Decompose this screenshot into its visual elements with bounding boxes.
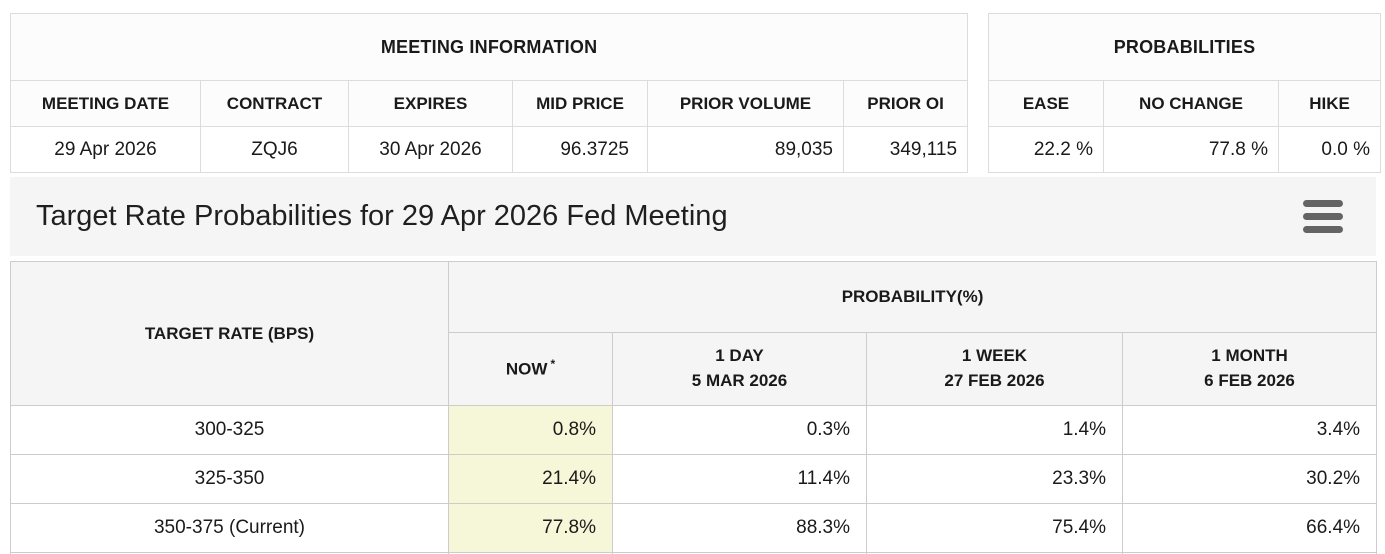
probabilities-title: PROBABILITIES (988, 13, 1381, 81)
period-label: 1 WEEK (961, 346, 1028, 366)
one-week-probability: 1.4% (866, 405, 1123, 455)
hamburger-bar (1303, 213, 1343, 220)
table-row-partial (10, 552, 1378, 554)
prior-oi-value: 349,115 (842, 126, 969, 173)
now-label: NOW (505, 359, 548, 379)
probabilities-table: PROBABILITIES EASE NO CHANGE HIKE 22.2 %… (988, 13, 1381, 173)
target-rate-value: 325-350 (10, 454, 449, 504)
meeting-information-data-row: 29 Apr 2026 ZQJ6 30 Apr 2026 96.3725 89,… (10, 126, 969, 173)
no-change-value: 77.8 % (1103, 126, 1279, 173)
column-header-now: NOW * (448, 332, 613, 406)
ease-value: 22.2 % (988, 126, 1104, 173)
period-label: 1 DAY (715, 346, 764, 366)
target-rate-bps-header: TARGET RATE (BPS) (10, 261, 449, 406)
mid-price-value: 96.3725 (512, 126, 648, 173)
target-rate-value: 300-325 (10, 405, 449, 455)
period-date: 5 MAR 2026 (691, 371, 788, 390)
one-week-probability: 75.4% (866, 503, 1123, 553)
column-header-expires: EXPIRES (348, 80, 513, 127)
one-month-probability: 30.2% (1121, 454, 1378, 504)
column-header-hike: HIKE (1278, 80, 1381, 127)
column-header-1-month: 1 MONTH 6 FEB 2026 (1121, 332, 1378, 406)
meeting-information-table: MEETING INFORMATION MEETING DATE CONTRAC… (9, 13, 969, 173)
column-header-1-day: 1 DAY 5 MAR 2026 (612, 332, 867, 406)
column-header-meeting-date: MEETING DATE (10, 80, 201, 127)
table-row: 325-350 21.4% 11.4% 23.3% 30.2% (10, 454, 1378, 504)
table-row: 300-325 0.8% 0.3% 1.4% 3.4% (10, 405, 1378, 455)
hamburger-bar (1303, 200, 1343, 207)
section-title-bar: Target Rate Probabilities for 29 Apr 202… (10, 177, 1376, 256)
column-header-mid-price: MID PRICE (512, 80, 648, 127)
one-day-probability: 11.4% (612, 454, 867, 504)
one-day-probability: 0.3% (612, 405, 867, 455)
contract-value: ZQJ6 (200, 126, 349, 173)
hike-value: 0.0 % (1278, 126, 1381, 173)
one-week-probability: 23.3% (866, 454, 1123, 504)
probabilities-header-row: EASE NO CHANGE HIKE (988, 80, 1381, 127)
table-row: 350-375 (Current) 77.8% 88.3% 75.4% 66.4… (10, 503, 1378, 553)
probabilities-data-row: 22.2 % 77.8 % 0.0 % (988, 126, 1381, 173)
meeting-information-title: MEETING INFORMATION (9, 13, 969, 81)
target-rate-value: 350-375 (Current) (10, 503, 449, 553)
period-date: 6 FEB 2026 (1204, 371, 1295, 390)
column-header-contract: CONTRACT (200, 80, 349, 127)
period-label: 1 MONTH (1211, 346, 1288, 366)
now-probability: 77.8% (448, 503, 613, 553)
period-date: 27 FEB 2026 (944, 371, 1045, 390)
expires-value: 30 Apr 2026 (348, 126, 513, 173)
column-header-prior-volume: PRIOR VOLUME (647, 80, 844, 127)
page-title: Target Rate Probabilities for 29 Apr 202… (36, 200, 728, 232)
one-month-probability: 3.4% (1121, 405, 1378, 455)
hamburger-menu-icon[interactable] (1303, 200, 1343, 233)
one-day-probability: 88.3% (612, 503, 867, 553)
one-month-probability: 66.4% (1121, 503, 1378, 553)
column-header-ease: EASE (988, 80, 1104, 127)
hamburger-bar (1303, 226, 1343, 233)
meeting-information-header-row: MEETING DATE CONTRACT EXPIRES MID PRICE … (10, 80, 969, 127)
now-probability: 21.4% (448, 454, 613, 504)
column-header-no-change: NO CHANGE (1103, 80, 1279, 127)
column-header-prior-oi: PRIOR OI (842, 80, 969, 127)
column-header-1-week: 1 WEEK 27 FEB 2026 (866, 332, 1123, 406)
prior-volume-value: 89,035 (647, 126, 844, 173)
now-probability: 0.8% (448, 405, 613, 455)
probability-pct-header: PROBABILITY(%) (447, 261, 1378, 333)
now-asterisk: * (550, 356, 556, 371)
target-rate-probability-table: TARGET RATE (BPS) PROBABILITY(%) NOW * 1 … (10, 261, 1378, 554)
period-header-row: NOW * 1 DAY 5 MAR 2026 1 WEEK 27 FEB 2026… (11, 332, 1378, 406)
meeting-date-value: 29 Apr 2026 (10, 126, 201, 173)
